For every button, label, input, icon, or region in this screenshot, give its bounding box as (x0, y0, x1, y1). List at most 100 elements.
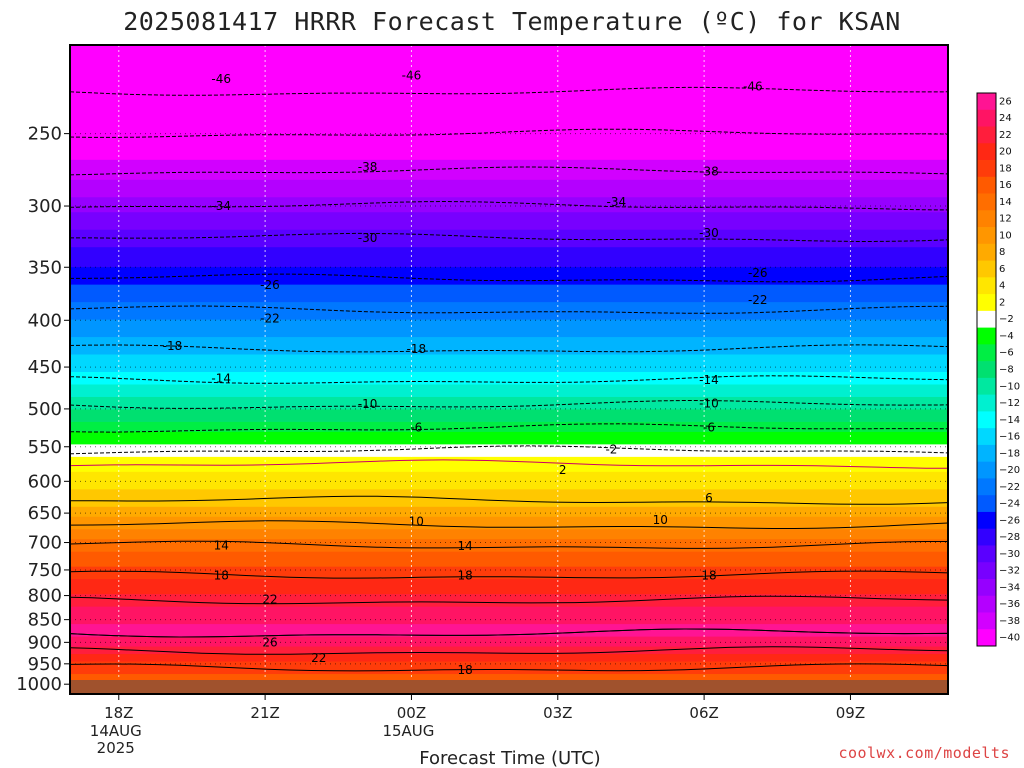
temperature-band (70, 227, 948, 231)
temperature-band (70, 474, 948, 478)
temperature-band (70, 267, 948, 271)
colorbar-label: 16 (999, 180, 1012, 191)
temperature-band (70, 386, 948, 391)
temperature-band (70, 99, 948, 104)
temperature-band (70, 614, 948, 618)
temperature-band (70, 634, 948, 638)
contour-line (69, 273, 949, 283)
y-tick-label: 650 (28, 503, 62, 524)
colorbar-swatch (977, 176, 996, 194)
temperature-band (70, 426, 948, 431)
x-tick-sublabel: 2025 (97, 739, 135, 757)
contour-line (69, 166, 949, 176)
temperature-band (70, 77, 948, 81)
temperature-band (70, 187, 948, 191)
temperature-band (70, 277, 948, 281)
temperature-band (70, 429, 948, 433)
grid-lines (70, 45, 948, 694)
temperature-band (70, 257, 948, 261)
temperature-band (70, 379, 948, 383)
temperature-band (70, 669, 948, 673)
y-tick-label: 950 (28, 654, 62, 675)
y-tick-label: 450 (28, 357, 62, 378)
temperature-band (70, 97, 948, 101)
temperature-band (70, 514, 948, 518)
colorbar-swatch (977, 344, 996, 362)
x-tick-label: 09Z (836, 704, 865, 722)
temperature-band (70, 122, 948, 126)
temperature-band (70, 424, 948, 428)
colorbar-label: −38 (999, 616, 1020, 627)
temperature-band (70, 531, 948, 535)
contour-lines (69, 86, 949, 672)
contour-label: -18 (407, 342, 427, 356)
temperature-band (70, 307, 948, 311)
colorbar-swatch (977, 160, 996, 178)
colorbar-label: −32 (999, 566, 1020, 577)
temperature-band (70, 431, 948, 435)
temperature-band (70, 581, 948, 585)
temperature-band (70, 544, 948, 548)
y-tick-label: 300 (28, 196, 62, 217)
temperature-band (70, 644, 948, 648)
temperature-band (70, 109, 948, 113)
colorbar-label: 12 (999, 214, 1012, 225)
temperature-band (70, 666, 948, 670)
temperature-band (70, 197, 948, 201)
temperature-band (70, 184, 948, 188)
temperature-band (70, 536, 948, 540)
temperature-band (70, 274, 948, 278)
temperature-band (70, 661, 948, 665)
temperature-band (70, 89, 948, 94)
temperature-band (70, 464, 948, 468)
temperature-band (70, 436, 948, 440)
temperature-band (70, 362, 948, 366)
contour-line (69, 520, 949, 529)
temperature-band (70, 322, 948, 326)
colorbar-label: −2 (999, 314, 1014, 325)
temperature-band (70, 664, 948, 668)
temperature-band (70, 282, 948, 286)
colorbar-swatch (977, 109, 996, 127)
y-tick-label: 500 (28, 399, 62, 420)
colorbar-swatch (977, 277, 996, 295)
colorbar-swatch (977, 394, 996, 412)
contour-line (69, 344, 949, 353)
temperature-band (70, 549, 948, 553)
temperature-band (70, 94, 948, 99)
temperature-band (70, 159, 948, 163)
contour-line (69, 375, 949, 384)
temperature-band (70, 596, 948, 600)
y-axis: 2503003504004505005506006507007508008509… (16, 124, 70, 695)
temperature-band (70, 439, 948, 443)
temperature-band (70, 69, 948, 74)
temperature-band (70, 347, 948, 351)
temperature-band (70, 629, 948, 633)
temperature-band (70, 394, 948, 398)
chart-title: 2025081417 HRRR Forecast Temperature (ºC… (123, 7, 901, 36)
colorbar-label: 10 (999, 230, 1012, 241)
temperature-band (70, 297, 948, 301)
colorbar-swatch (977, 294, 996, 312)
temperature-band (70, 162, 948, 166)
temperature-band (70, 516, 948, 520)
temperature-band (70, 302, 948, 306)
temperature-band (70, 112, 948, 116)
colorbar-label: 14 (999, 197, 1012, 208)
colorbar-swatch (977, 310, 996, 329)
temperature-band (70, 574, 948, 578)
temperature-band (70, 454, 948, 458)
colorbar-swatch (977, 411, 996, 429)
colorbar-label: 26 (999, 96, 1012, 107)
colorbar-swatch (977, 578, 996, 597)
contour-line (69, 305, 949, 314)
temperature-band (70, 229, 948, 233)
temperature-band (70, 441, 948, 445)
temperature-band (70, 381, 948, 386)
temperature-band (70, 571, 948, 575)
y-tick-label: 350 (28, 257, 62, 278)
temperature-band (70, 45, 948, 49)
colorbar: 26 24 22 20 18 16 14 12 10 8 6 4 2 −2 −4 −6 −8 −10 −12 −14 −… (976, 92, 1020, 647)
temperature-band (70, 367, 948, 371)
contour-line (69, 423, 949, 433)
